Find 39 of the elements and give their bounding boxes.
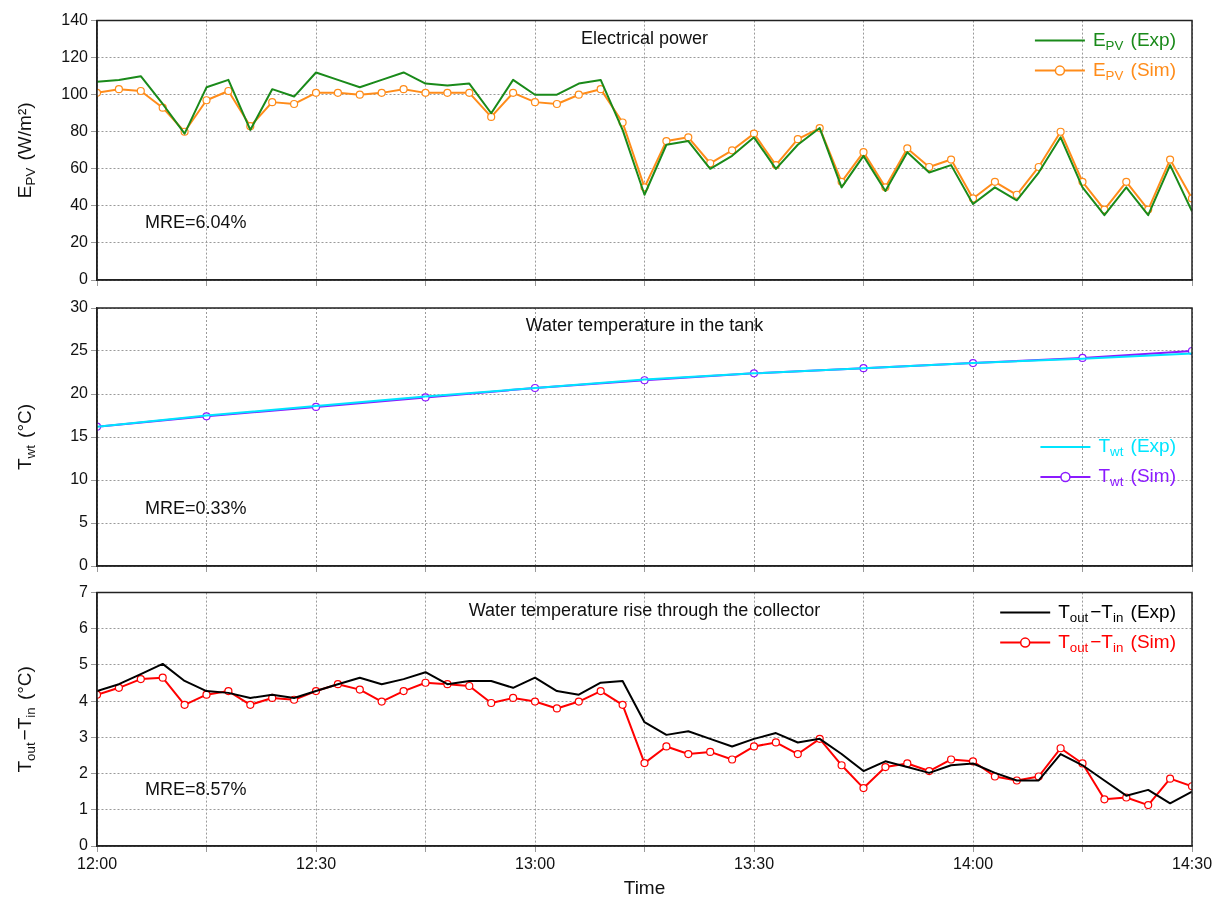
x-tick-label: 14:00: [952, 855, 994, 873]
y-tick-label: 25: [70, 341, 89, 359]
x-tick-label: 12:30: [295, 855, 337, 873]
x-tick-label: 14:30: [1171, 855, 1213, 873]
y-tick-label: 120: [61, 48, 89, 66]
y-tick-label: 5: [79, 513, 89, 531]
y-axis-title: EPV (W/m²): [14, 102, 39, 199]
y-tick-label: 15: [70, 427, 89, 445]
y-tick-label: 0: [79, 836, 89, 854]
y-tick-label: 20: [70, 233, 89, 251]
y-tick-label: 80: [70, 122, 89, 140]
annotation: MRE=6.04%: [145, 211, 247, 232]
y-tick-label: 7: [79, 583, 89, 601]
y-tick-label: 140: [61, 11, 89, 29]
x-tick-label: 12:00: [76, 855, 118, 873]
y-tick-label: 20: [70, 384, 89, 402]
y-tick-label: 6: [79, 619, 89, 637]
x-axis-title: Time: [623, 876, 666, 898]
x-tick-label: 13:30: [733, 855, 775, 873]
y-tick-label: 1: [79, 800, 89, 818]
y-tick-label: 10: [70, 470, 89, 488]
y-tick-label: 40: [70, 196, 89, 214]
y-tick-label: 0: [79, 270, 89, 288]
y-tick-label: 4: [79, 691, 89, 709]
y-tick-label: 5: [79, 655, 89, 673]
annotation: MRE=8.57%: [145, 779, 247, 800]
y-tick-label: 3: [79, 727, 89, 745]
y-tick-label: 2: [79, 764, 89, 782]
y-tick-label: 100: [61, 85, 89, 103]
y-tick-label: 60: [70, 159, 89, 177]
chart-title: Water temperature rise through the collector: [468, 599, 821, 620]
chart-title: Electrical power: [580, 27, 709, 48]
annotation: MRE=0.33%: [145, 498, 247, 519]
chart-title: Water temperature in the tank: [525, 314, 765, 335]
x-tick-label: 13:00: [514, 855, 556, 873]
y-tick-label: 30: [70, 298, 89, 316]
y-axis-title: Twt (°C): [14, 403, 39, 471]
y-axis-title: Tout−Tin (°C): [14, 666, 39, 773]
y-tick-label: 0: [79, 556, 89, 574]
